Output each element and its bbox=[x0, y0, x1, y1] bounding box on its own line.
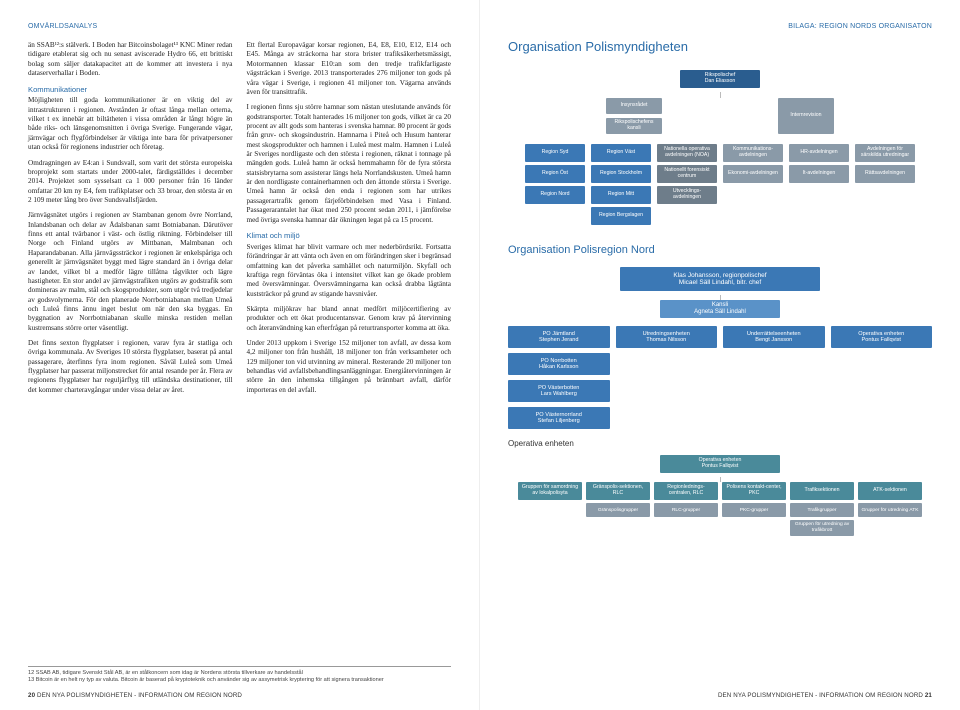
org-box-region: Region Bergslagen bbox=[591, 207, 651, 225]
org-box-region: Region Stockholm bbox=[591, 165, 651, 183]
org-box-region: Region Mitt bbox=[591, 186, 651, 204]
org-box-po: PO JämtlandStephen Jerand bbox=[508, 326, 610, 348]
footer-text: DEN NYA POLISMYNDIGHETEN - INFORMATION O… bbox=[718, 692, 923, 699]
left-col-2: Ett flertal Europavägar korsar regionen,… bbox=[247, 41, 452, 401]
page-number: 20 bbox=[28, 692, 35, 699]
body-text: Skärpta miljökrav har bland annat medför… bbox=[247, 305, 452, 333]
org-box: Trafiksektionen bbox=[790, 482, 854, 500]
org-box: Polisens kontakt-center, PKC bbox=[722, 482, 786, 500]
right-footer: DEN NYA POLISMYNDIGHETEN - INFORMATION O… bbox=[508, 692, 932, 700]
body-text: Sveriges klimat har blivit varmare och m… bbox=[247, 243, 452, 299]
body-text: Det finns sexton flygplatser i regionen,… bbox=[28, 339, 233, 395]
org-box-dept: Avdelningen för särskilda utredningar bbox=[855, 144, 915, 162]
body-text: I regionen finns sju större hamnar som n… bbox=[247, 103, 452, 225]
body-text: Järnvägsnätet utgörs i regionen av Stamb… bbox=[28, 211, 233, 333]
org-box-dept: Nationella operativa avdelningen (NOA) bbox=[657, 144, 717, 162]
org-box: Gruppen för utredning av trafikbrott bbox=[790, 520, 854, 535]
org-box-po: PO NorrbottenHåkan Karlsson bbox=[508, 353, 610, 375]
org-title-2: Organisation Polisregion Nord bbox=[508, 243, 932, 257]
org-box: Internrevision bbox=[778, 98, 834, 134]
org-box: Gränspolisgrupper bbox=[586, 503, 650, 517]
right-page: BILAGA: REGION NORDS ORGANISATON Organis… bbox=[480, 0, 960, 710]
body-text: än SSAB¹²:s stälverk. I Boden har Bitcoi… bbox=[28, 41, 233, 78]
nord-grid: PO JämtlandStephen Jerand Utredningsenhe… bbox=[508, 326, 932, 429]
org-box-unit: Operativa enhetenPontus Fallqvist bbox=[831, 326, 933, 348]
org-box: PKC-grupper bbox=[722, 503, 786, 517]
org-box: Insynsrådet bbox=[606, 98, 662, 114]
footnote: 13 Bitcoin är en helt ny typ av valuta. … bbox=[28, 677, 451, 684]
org-box-dept: HR-avdelningen bbox=[789, 144, 849, 162]
oper-row-3: Gruppen för utredning av trafikbrott bbox=[508, 520, 932, 535]
org-box-kansli: KansliAgneta Säll Lindahl bbox=[660, 300, 780, 318]
org-box-dept: Nationellt forensiskt centrum bbox=[657, 165, 717, 183]
left-col-1: än SSAB¹²:s stälverk. I Boden har Bitcoi… bbox=[28, 41, 233, 401]
subhead-kommunikationer: Kommunikationer bbox=[28, 85, 233, 95]
org-box-po: PO VästerbottenLars Wahlberg bbox=[508, 380, 610, 402]
org-box: Grupper för utredning ATK bbox=[858, 503, 922, 517]
org-box-unit: UnderrättelseenhetenBengt Jansson bbox=[723, 326, 825, 348]
org-box-rikspolischef: RikspolischefDan Eliasson bbox=[680, 70, 760, 88]
org-box-dept: Rättsavdelningen bbox=[855, 165, 915, 183]
page-number: 21 bbox=[925, 692, 932, 699]
operativa-label: Operativa enheten bbox=[508, 439, 932, 449]
org-box-region: Region Syd bbox=[525, 144, 585, 162]
org-box-region: Region Öst bbox=[525, 165, 585, 183]
org-box-po: PO VästernorrlandStefan Liljenberg bbox=[508, 407, 610, 429]
footer-text: DEN NYA POLISMYNDIGHETEN - INFORMATION O… bbox=[37, 692, 242, 699]
left-header: OMVÄRLDSANALYS bbox=[28, 22, 451, 31]
org-box-dept: Utvecklings-avdelningen bbox=[657, 186, 717, 204]
footnotes: 12 SSAB AB, tidigare Svenskt Stål AB, är… bbox=[28, 666, 451, 684]
org-box: Trafikgrupper bbox=[790, 503, 854, 517]
org-box-dept: It-avdelningen bbox=[789, 165, 849, 183]
org-box: Gränspolis-sektionen, RLC bbox=[586, 482, 650, 500]
org-box-nord-head: Klas Johansson, regionpolischefMicael Sä… bbox=[620, 267, 820, 291]
oper-row-1: Gruppen för samordning av lokalpolisyta … bbox=[508, 482, 932, 500]
org-title-1: Organisation Polismyndigheten bbox=[508, 39, 932, 56]
body-text: Ett flertal Europavägar korsar regionen,… bbox=[247, 41, 452, 97]
org-box-unit: UtredningsenhetenThomas Nilsson bbox=[616, 326, 718, 348]
org-box: ATK-sektionen bbox=[858, 482, 922, 500]
body-text: Möjligheten till goda kommunikationer är… bbox=[28, 96, 233, 152]
footnote: 12 SSAB AB, tidigare Svenskt Stål AB, är… bbox=[28, 670, 451, 677]
body-text: Omdragningen av E4:an i Sundsvall, som v… bbox=[28, 159, 233, 206]
subhead-klimat: Klimat och miljö bbox=[247, 231, 452, 241]
oper-row-2: Gränspolisgrupper RLC-grupper PKC-gruppe… bbox=[508, 503, 932, 517]
org-chart-polismyndigheten: RikspolischefDan Eliasson Insynsrådet Ri… bbox=[508, 70, 932, 225]
body-text: Under 2013 uppkom i Sverige 152 miljoner… bbox=[247, 339, 452, 395]
right-header: BILAGA: REGION NORDS ORGANISATON bbox=[508, 22, 932, 31]
org-chart-operativa: Operativa enhetenPontus Fallqvist Gruppe… bbox=[508, 455, 932, 535]
org-box: Gruppen för samordning av lokalpolisyta bbox=[518, 482, 582, 500]
org-box-dept: Ekonomi-avdelningen bbox=[723, 165, 783, 183]
org-box: Rikspolischefens kansli bbox=[606, 118, 662, 134]
org-box: RLC-grupper bbox=[654, 503, 718, 517]
left-columns: än SSAB¹²:s stälverk. I Boden har Bitcoi… bbox=[28, 41, 451, 401]
left-footer: 20 DEN NYA POLISMYNDIGHETEN - INFORMATIO… bbox=[28, 692, 451, 700]
org-box-oper-head: Operativa enhetenPontus Fallqvist bbox=[660, 455, 780, 473]
org-box: Regionlednings-centralen, RLC bbox=[654, 482, 718, 500]
org-chart-nord: Klas Johansson, regionpolischefMicael Sä… bbox=[508, 267, 932, 429]
org-box-region: Region Nord bbox=[525, 186, 585, 204]
left-page: OMVÄRLDSANALYS än SSAB¹²:s stälverk. I B… bbox=[0, 0, 480, 710]
org-box-region: Region Väst bbox=[591, 144, 651, 162]
org-box-dept: Kommunikations-avdelningen bbox=[723, 144, 783, 162]
